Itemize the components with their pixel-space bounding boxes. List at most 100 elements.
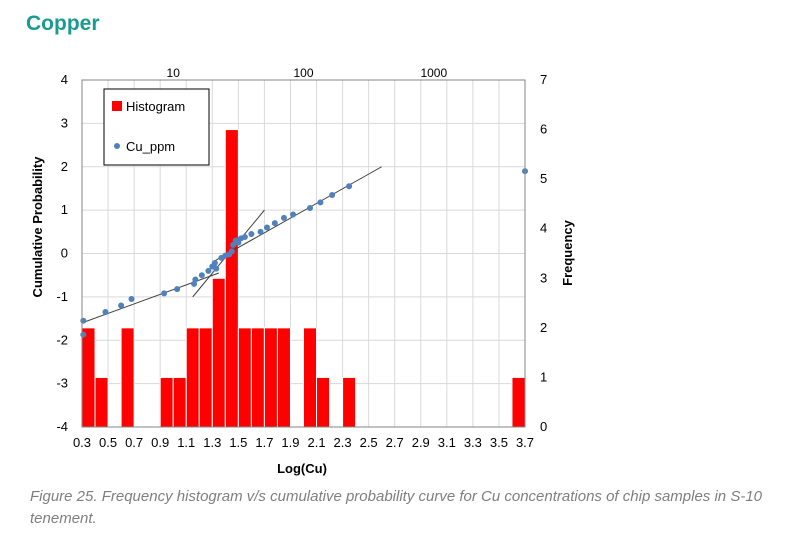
cu-ppm-point	[235, 239, 242, 246]
cu-ppm-point	[80, 317, 87, 324]
histogram-bar	[237, 327, 252, 428]
x-tick-label: 3.5	[490, 435, 508, 450]
cu-ppm-point	[290, 211, 297, 218]
cu-ppm-point	[230, 241, 237, 248]
legend-cu-ppm-marker	[114, 143, 120, 149]
left-tick-label: 2	[61, 159, 68, 174]
histogram-bar	[303, 327, 318, 428]
left-axis-title: Cumulative Probability	[30, 156, 45, 298]
x-tick-label: 2.5	[360, 435, 378, 450]
left-axis-tick-labels: -4 -3 -2 -1 0 1 2 3 4	[56, 72, 68, 434]
x-tick-label: 0.9	[151, 435, 169, 450]
x-axis-tick-labels: 0.3 0.5 0.7 0.9 1.1 1.3 1.5 1.7 1.9 2.1 2.3 2.5 2.7 2…	[73, 435, 534, 450]
chart-legend: Histogram Cu_ppm	[103, 88, 210, 166]
x-tick-label: 2.7	[386, 435, 404, 450]
cu-ppm-point	[198, 272, 205, 279]
right-tick-label: 5	[540, 171, 547, 186]
x-tick-label: 0.5	[99, 435, 117, 450]
x-tick-label: 2.1	[307, 435, 325, 450]
top-tick-label: 100	[293, 66, 313, 80]
cu-ppm-point	[102, 309, 109, 316]
cu-ppm-point	[317, 199, 324, 206]
histogram-bar	[198, 327, 213, 428]
histogram-bar	[263, 327, 278, 428]
histogram-bar	[276, 327, 291, 428]
cu-ppm-point	[161, 290, 168, 297]
histogram-bar	[511, 376, 526, 428]
figure-caption: Figure 25. Frequency histogram v/s cumul…	[30, 488, 763, 527]
right-tick-label: 7	[540, 72, 547, 87]
cu-ppm-point	[118, 302, 125, 309]
x-tick-label: 3.3	[464, 435, 482, 450]
cu-ppm-point	[213, 265, 220, 272]
top-tick-label: 10	[167, 66, 181, 80]
legend-histogram-swatch	[112, 101, 122, 111]
cu-ppm-point	[280, 214, 287, 221]
x-tick-label: 0.3	[73, 435, 91, 450]
cu-ppm-point	[264, 224, 271, 231]
cu-ppm-point	[257, 228, 264, 235]
legend-histogram-label: Histogram	[126, 99, 185, 114]
left-tick-label: 0	[61, 246, 68, 261]
section-heading: Copper	[26, 12, 100, 35]
histogram-probability-chart: 0.3 0.5 0.7 0.9 1.1 1.3 1.5 1.7 1.9 2.1 2.3 2.5 2.7 2…	[30, 66, 575, 476]
histogram-bar	[81, 327, 96, 428]
x-tick-label: 1.9	[281, 435, 299, 450]
cu-ppm-point	[205, 267, 212, 274]
cu-ppm-point	[192, 276, 199, 283]
left-tick-label: -4	[56, 419, 68, 434]
histogram-bars	[81, 129, 526, 428]
cu-ppm-point	[248, 230, 255, 237]
right-tick-label: 3	[540, 270, 547, 285]
right-axis-title: Frequency	[560, 219, 575, 286]
right-tick-label: 0	[540, 419, 547, 434]
x-tick-label: 1.1	[177, 435, 195, 450]
cu-ppm-point	[211, 260, 218, 267]
x-axis-title: Log(Cu)	[277, 461, 327, 476]
top-tick-label: 1000	[420, 66, 447, 80]
histogram-bar	[316, 376, 331, 428]
histogram-bar	[250, 327, 265, 428]
cu-ppm-point	[128, 296, 135, 303]
left-tick-label: 4	[61, 72, 68, 87]
histogram-bar	[224, 129, 239, 428]
cu-ppm-point	[174, 286, 181, 293]
right-axis-tick-labels: 0 1 2 3 4 5 6 7	[540, 72, 547, 434]
x-tick-label: 2.9	[412, 435, 430, 450]
right-tick-label: 2	[540, 320, 547, 335]
x-tick-label: 1.7	[255, 435, 273, 450]
histogram-bar	[120, 327, 135, 428]
left-tick-label: 1	[61, 202, 68, 217]
histogram-bar	[342, 376, 357, 428]
x-tick-label: 1.5	[229, 435, 247, 450]
left-tick-label: -3	[56, 376, 68, 391]
cu-ppm-point	[329, 191, 336, 198]
left-tick-label: 3	[61, 115, 68, 130]
cu-ppm-point	[307, 204, 314, 211]
fit-line	[212, 166, 382, 263]
histogram-bar	[159, 376, 174, 428]
histogram-bar	[185, 327, 200, 428]
right-tick-label: 4	[540, 221, 547, 236]
cu-ppm-point	[271, 220, 278, 227]
cu-ppm-point	[241, 234, 248, 241]
cu-ppm-point	[80, 331, 87, 338]
histogram-bar	[94, 376, 109, 428]
left-tick-label: -2	[56, 332, 68, 347]
cu-ppm-point	[346, 183, 353, 190]
x-tick-label: 3.1	[438, 435, 456, 450]
legend-cu-ppm-label: Cu_ppm	[126, 139, 175, 154]
plot-frame	[81, 79, 526, 428]
cu-ppm-points	[80, 168, 528, 338]
histogram-bar	[211, 277, 226, 428]
right-tick-label: 6	[540, 122, 547, 137]
histogram-bar	[172, 376, 187, 428]
x-tick-label: 2.3	[334, 435, 352, 450]
fit-line	[81, 272, 219, 324]
cu-ppm-point	[228, 248, 235, 255]
x-tick-label: 3.7	[516, 435, 534, 450]
x-tick-label: 1.3	[203, 435, 221, 450]
x-tick-label: 0.7	[125, 435, 143, 450]
top-axis-tick-labels: 10 100 1000	[167, 66, 448, 80]
left-tick-label: -1	[56, 289, 68, 304]
